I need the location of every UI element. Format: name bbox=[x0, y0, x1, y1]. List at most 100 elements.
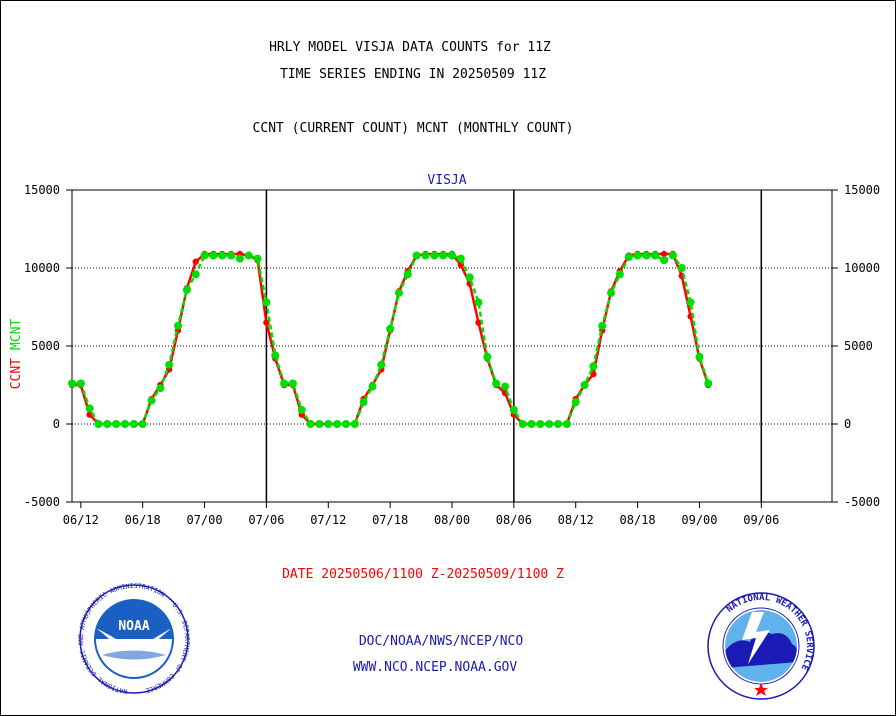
data-point-mcnt bbox=[439, 251, 448, 260]
x-tick-label: 08/06 bbox=[496, 513, 532, 527]
y-tick-label-right: 0 bbox=[844, 417, 851, 431]
data-point-mcnt bbox=[492, 379, 501, 388]
data-point-mcnt bbox=[306, 420, 315, 428]
data-point-mcnt bbox=[218, 251, 227, 260]
data-point-ccnt bbox=[192, 258, 199, 265]
data-point-mcnt bbox=[668, 251, 677, 260]
data-point-mcnt bbox=[262, 298, 271, 307]
data-point-mcnt bbox=[85, 404, 94, 413]
y-tick-label-left: 5000 bbox=[31, 339, 60, 353]
data-point-mcnt bbox=[138, 420, 147, 428]
data-point-mcnt bbox=[200, 251, 209, 260]
data-point-mcnt bbox=[536, 420, 545, 428]
data-point-mcnt bbox=[527, 420, 536, 428]
x-tick-label: 08/00 bbox=[434, 513, 470, 527]
data-point-mcnt bbox=[333, 420, 342, 428]
date-range: DATE 20250506/1100 Z-20250509/1100 Z bbox=[282, 567, 564, 582]
y-axis-label-mcnt: MCNT bbox=[9, 319, 24, 350]
data-point-mcnt bbox=[288, 379, 297, 388]
x-tick-label: 06/18 bbox=[125, 513, 161, 527]
data-point-mcnt bbox=[394, 288, 403, 297]
data-point-mcnt bbox=[368, 382, 377, 391]
y-tick-label-left: 10000 bbox=[24, 261, 60, 275]
data-point-mcnt bbox=[315, 420, 324, 428]
data-point-mcnt bbox=[156, 384, 165, 393]
data-point-mcnt bbox=[704, 379, 713, 388]
data-point-ccnt bbox=[263, 319, 270, 326]
data-point-mcnt bbox=[341, 420, 350, 428]
header-line-2: TIME SERIES ENDING IN 20250509 11Z bbox=[280, 67, 546, 82]
data-point-mcnt bbox=[571, 398, 580, 407]
x-tick-label: 06/12 bbox=[63, 513, 99, 527]
data-point-mcnt bbox=[103, 420, 112, 428]
data-point-mcnt bbox=[412, 251, 421, 260]
noaa-logo-text: NOAA bbox=[118, 619, 149, 634]
data-point-mcnt bbox=[165, 360, 174, 369]
data-point-mcnt bbox=[271, 351, 280, 360]
data-point-mcnt bbox=[121, 420, 130, 428]
data-point-mcnt bbox=[633, 251, 642, 260]
data-point-mcnt bbox=[421, 251, 430, 260]
data-point-mcnt bbox=[624, 253, 633, 262]
org-text: DOC/NOAA/NWS/NCEP/NCO bbox=[359, 634, 524, 649]
data-point-mcnt bbox=[660, 256, 669, 265]
data-point-mcnt bbox=[598, 321, 607, 330]
data-point-mcnt bbox=[589, 362, 598, 371]
x-tick-label: 09/00 bbox=[681, 513, 717, 527]
y-tick-label-left: -5000 bbox=[24, 495, 60, 509]
y-tick-label-left: 15000 bbox=[24, 183, 60, 197]
x-tick-label: 07/00 bbox=[186, 513, 222, 527]
data-point-mcnt bbox=[695, 352, 704, 361]
data-point-mcnt bbox=[456, 254, 465, 263]
data-point-mcnt bbox=[580, 381, 589, 389]
data-point-mcnt bbox=[607, 288, 616, 297]
noaa-logo-icon: NATIONAL OCEANIC AND ATMOSPHERIC ADMINIS… bbox=[77, 582, 191, 696]
data-point-mcnt bbox=[68, 379, 76, 388]
data-point-mcnt bbox=[518, 420, 527, 428]
data-point-mcnt bbox=[174, 321, 183, 330]
url-link[interactable]: WWW.NCO.NCEP.NOAA.GOV bbox=[353, 660, 518, 675]
x-tick-label: 08/18 bbox=[620, 513, 656, 527]
y-tick-label-left: 0 bbox=[53, 417, 60, 431]
data-point-mcnt bbox=[501, 382, 510, 391]
data-point-mcnt bbox=[474, 298, 483, 307]
data-point-mcnt bbox=[112, 420, 121, 428]
chart-title: VISJA bbox=[427, 173, 466, 188]
data-point-mcnt bbox=[297, 405, 306, 414]
data-point-mcnt bbox=[147, 396, 156, 405]
data-point-mcnt bbox=[209, 251, 218, 260]
data-point-mcnt bbox=[430, 251, 439, 260]
data-point-mcnt bbox=[448, 251, 456, 260]
data-point-mcnt bbox=[359, 398, 368, 407]
header-line-3: CCNT (CURRENT COUNT) MCNT (MONTHLY COUNT… bbox=[253, 121, 574, 136]
data-point-mcnt bbox=[76, 379, 85, 388]
x-tick-label: 09/06 bbox=[743, 513, 779, 527]
data-point-mcnt bbox=[280, 379, 289, 388]
data-point-mcnt bbox=[677, 264, 686, 272]
data-point-mcnt bbox=[686, 298, 695, 307]
data-point-mcnt bbox=[615, 270, 624, 279]
data-point-mcnt bbox=[642, 251, 651, 260]
data-point-mcnt bbox=[182, 285, 191, 294]
data-point-mcnt bbox=[253, 254, 262, 263]
data-point-mcnt bbox=[129, 420, 138, 428]
data-point-mcnt bbox=[324, 420, 333, 428]
y-tick-label-right: 10000 bbox=[844, 261, 880, 275]
x-tick-label: 07/18 bbox=[372, 513, 408, 527]
data-point-mcnt bbox=[554, 420, 563, 428]
data-point-mcnt bbox=[235, 254, 244, 263]
x-tick-label: 07/12 bbox=[310, 513, 346, 527]
data-point-mcnt bbox=[244, 251, 253, 260]
plot-area: -5000 -5000 0 0 5000 5000 10000 10000 15000 15000… bbox=[24, 183, 880, 527]
data-point-mcnt bbox=[191, 270, 200, 279]
x-tick-label: 08/12 bbox=[558, 513, 594, 527]
data-point-mcnt bbox=[94, 420, 103, 428]
data-point-mcnt bbox=[651, 251, 660, 260]
data-point-mcnt bbox=[350, 420, 359, 428]
data-point-mcnt bbox=[403, 270, 412, 279]
data-point-mcnt bbox=[509, 405, 518, 414]
data-point-mcnt bbox=[562, 420, 571, 428]
x-tick-label: 07/06 bbox=[248, 513, 284, 527]
